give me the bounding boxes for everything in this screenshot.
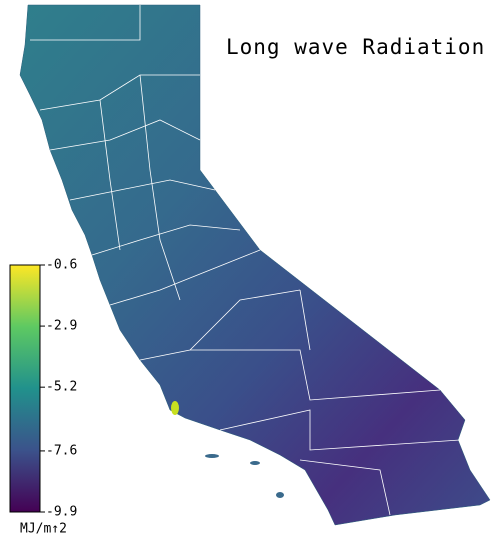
colorbar-tick-label: -0.6 bbox=[46, 258, 77, 273]
colorbar-ticks: -0.6 -2.9 -5.2 -7.6 -9.9 bbox=[40, 258, 77, 520]
colorbar-tick-label: -9.9 bbox=[46, 505, 77, 520]
coastal-hotspot bbox=[171, 401, 179, 415]
colorbar-tick-label: -5.2 bbox=[46, 380, 77, 395]
map-title: Long wave Radiation bbox=[226, 35, 485, 59]
colorbar-tick-label: -2.9 bbox=[46, 319, 77, 334]
island bbox=[276, 492, 284, 498]
colorbar-label: MJ/m↑2 bbox=[20, 522, 67, 537]
california-map bbox=[19, 4, 491, 526]
island bbox=[205, 454, 219, 458]
island bbox=[250, 461, 260, 465]
colorbar-tick-label: -7.6 bbox=[46, 443, 77, 458]
county-lines bbox=[30, 5, 461, 516]
colorbar bbox=[9, 264, 41, 513]
state-outline bbox=[19, 4, 491, 526]
